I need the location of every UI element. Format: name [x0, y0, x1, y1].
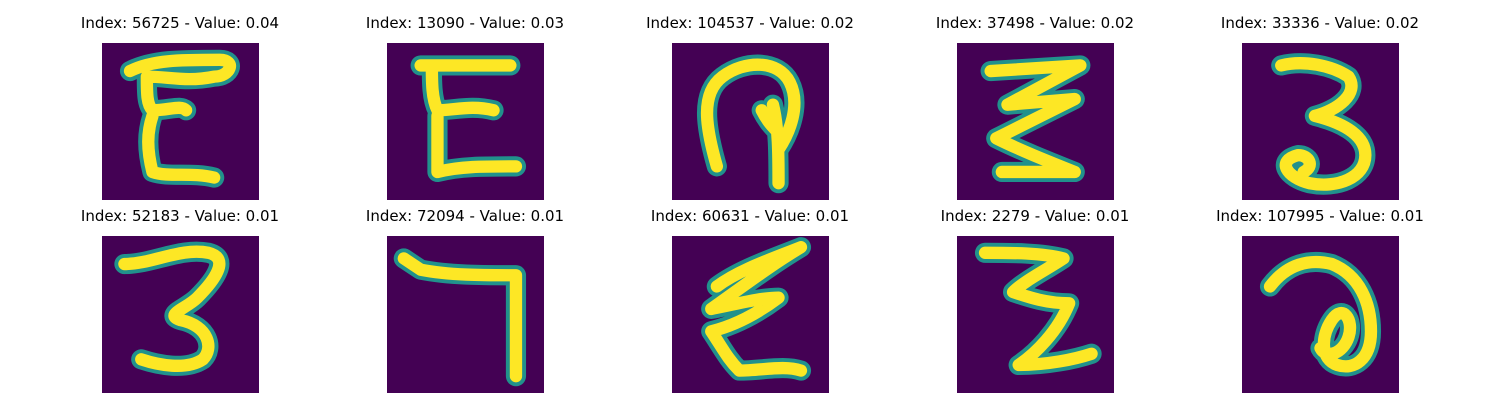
stroke-core: [414, 59, 523, 179]
sample-panel: Index: 60631 - Value: 0.01: [600, 201, 900, 393]
sample-panel: Index: 13090 - Value: 0.03: [315, 8, 615, 200]
handwritten-3-icon: [1242, 43, 1399, 200]
panel-title: Index: 2279 - Value: 0.01: [940, 207, 1130, 225]
sample-panel: Index: 37498 - Value: 0.02: [885, 8, 1185, 200]
panel-title: Index: 13090 - Value: 0.03: [365, 14, 565, 32]
stroke-core: [978, 246, 1098, 372]
panel-title: Index: 52183 - Value: 0.01: [80, 207, 280, 225]
stroke-core: [118, 245, 226, 372]
sample-panel: Index: 107995 - Value: 0.01: [1170, 201, 1470, 393]
panel-title: Index: 107995 - Value: 0.01: [1216, 207, 1424, 225]
handwritten-3-icon: [957, 236, 1114, 393]
stroke-core: [705, 241, 808, 377]
handwritten-zigzag-glyph-icon: [957, 43, 1114, 200]
panel-title: Index: 60631 - Value: 0.01: [650, 207, 850, 225]
sample-panel: Index: 33336 - Value: 0.02: [1170, 8, 1470, 200]
sample-panel: Index: 72094 - Value: 0.01: [315, 201, 615, 393]
sample-panel: Index: 56725 - Value: 0.04: [30, 8, 330, 200]
panel-title: Index: 37498 - Value: 0.02: [935, 14, 1135, 32]
stroke-core: [123, 53, 236, 184]
sample-panel: Index: 104537 - Value: 0.02: [600, 8, 900, 200]
panel-title: Index: 72094 - Value: 0.01: [365, 207, 565, 225]
panel-title: Index: 104537 - Value: 0.02: [646, 14, 854, 32]
stroke-core: [700, 58, 801, 190]
stroke-core: [397, 252, 523, 383]
handwritten-zigzag-glyph-icon: [672, 236, 829, 393]
handwritten-E-icon: [387, 43, 544, 200]
handwritten-3-icon: [102, 236, 259, 393]
panel-title: Index: 56725 - Value: 0.04: [80, 14, 280, 32]
panel-title: Index: 33336 - Value: 0.02: [1220, 14, 1420, 32]
sample-panel: Index: 2279 - Value: 0.01: [885, 201, 1185, 393]
handwritten-hook-glyph-icon: [387, 236, 544, 393]
sample-panel: Index: 52183 - Value: 0.01: [30, 201, 330, 393]
stroke-core: [1275, 57, 1372, 191]
handwritten-spiral-glyph-icon: [1242, 236, 1399, 393]
handwritten-E-icon: [102, 43, 259, 200]
handwritten-loop-glyph-icon: [672, 43, 829, 200]
stroke-core: [984, 59, 1087, 179]
stroke-core: [1263, 255, 1378, 373]
